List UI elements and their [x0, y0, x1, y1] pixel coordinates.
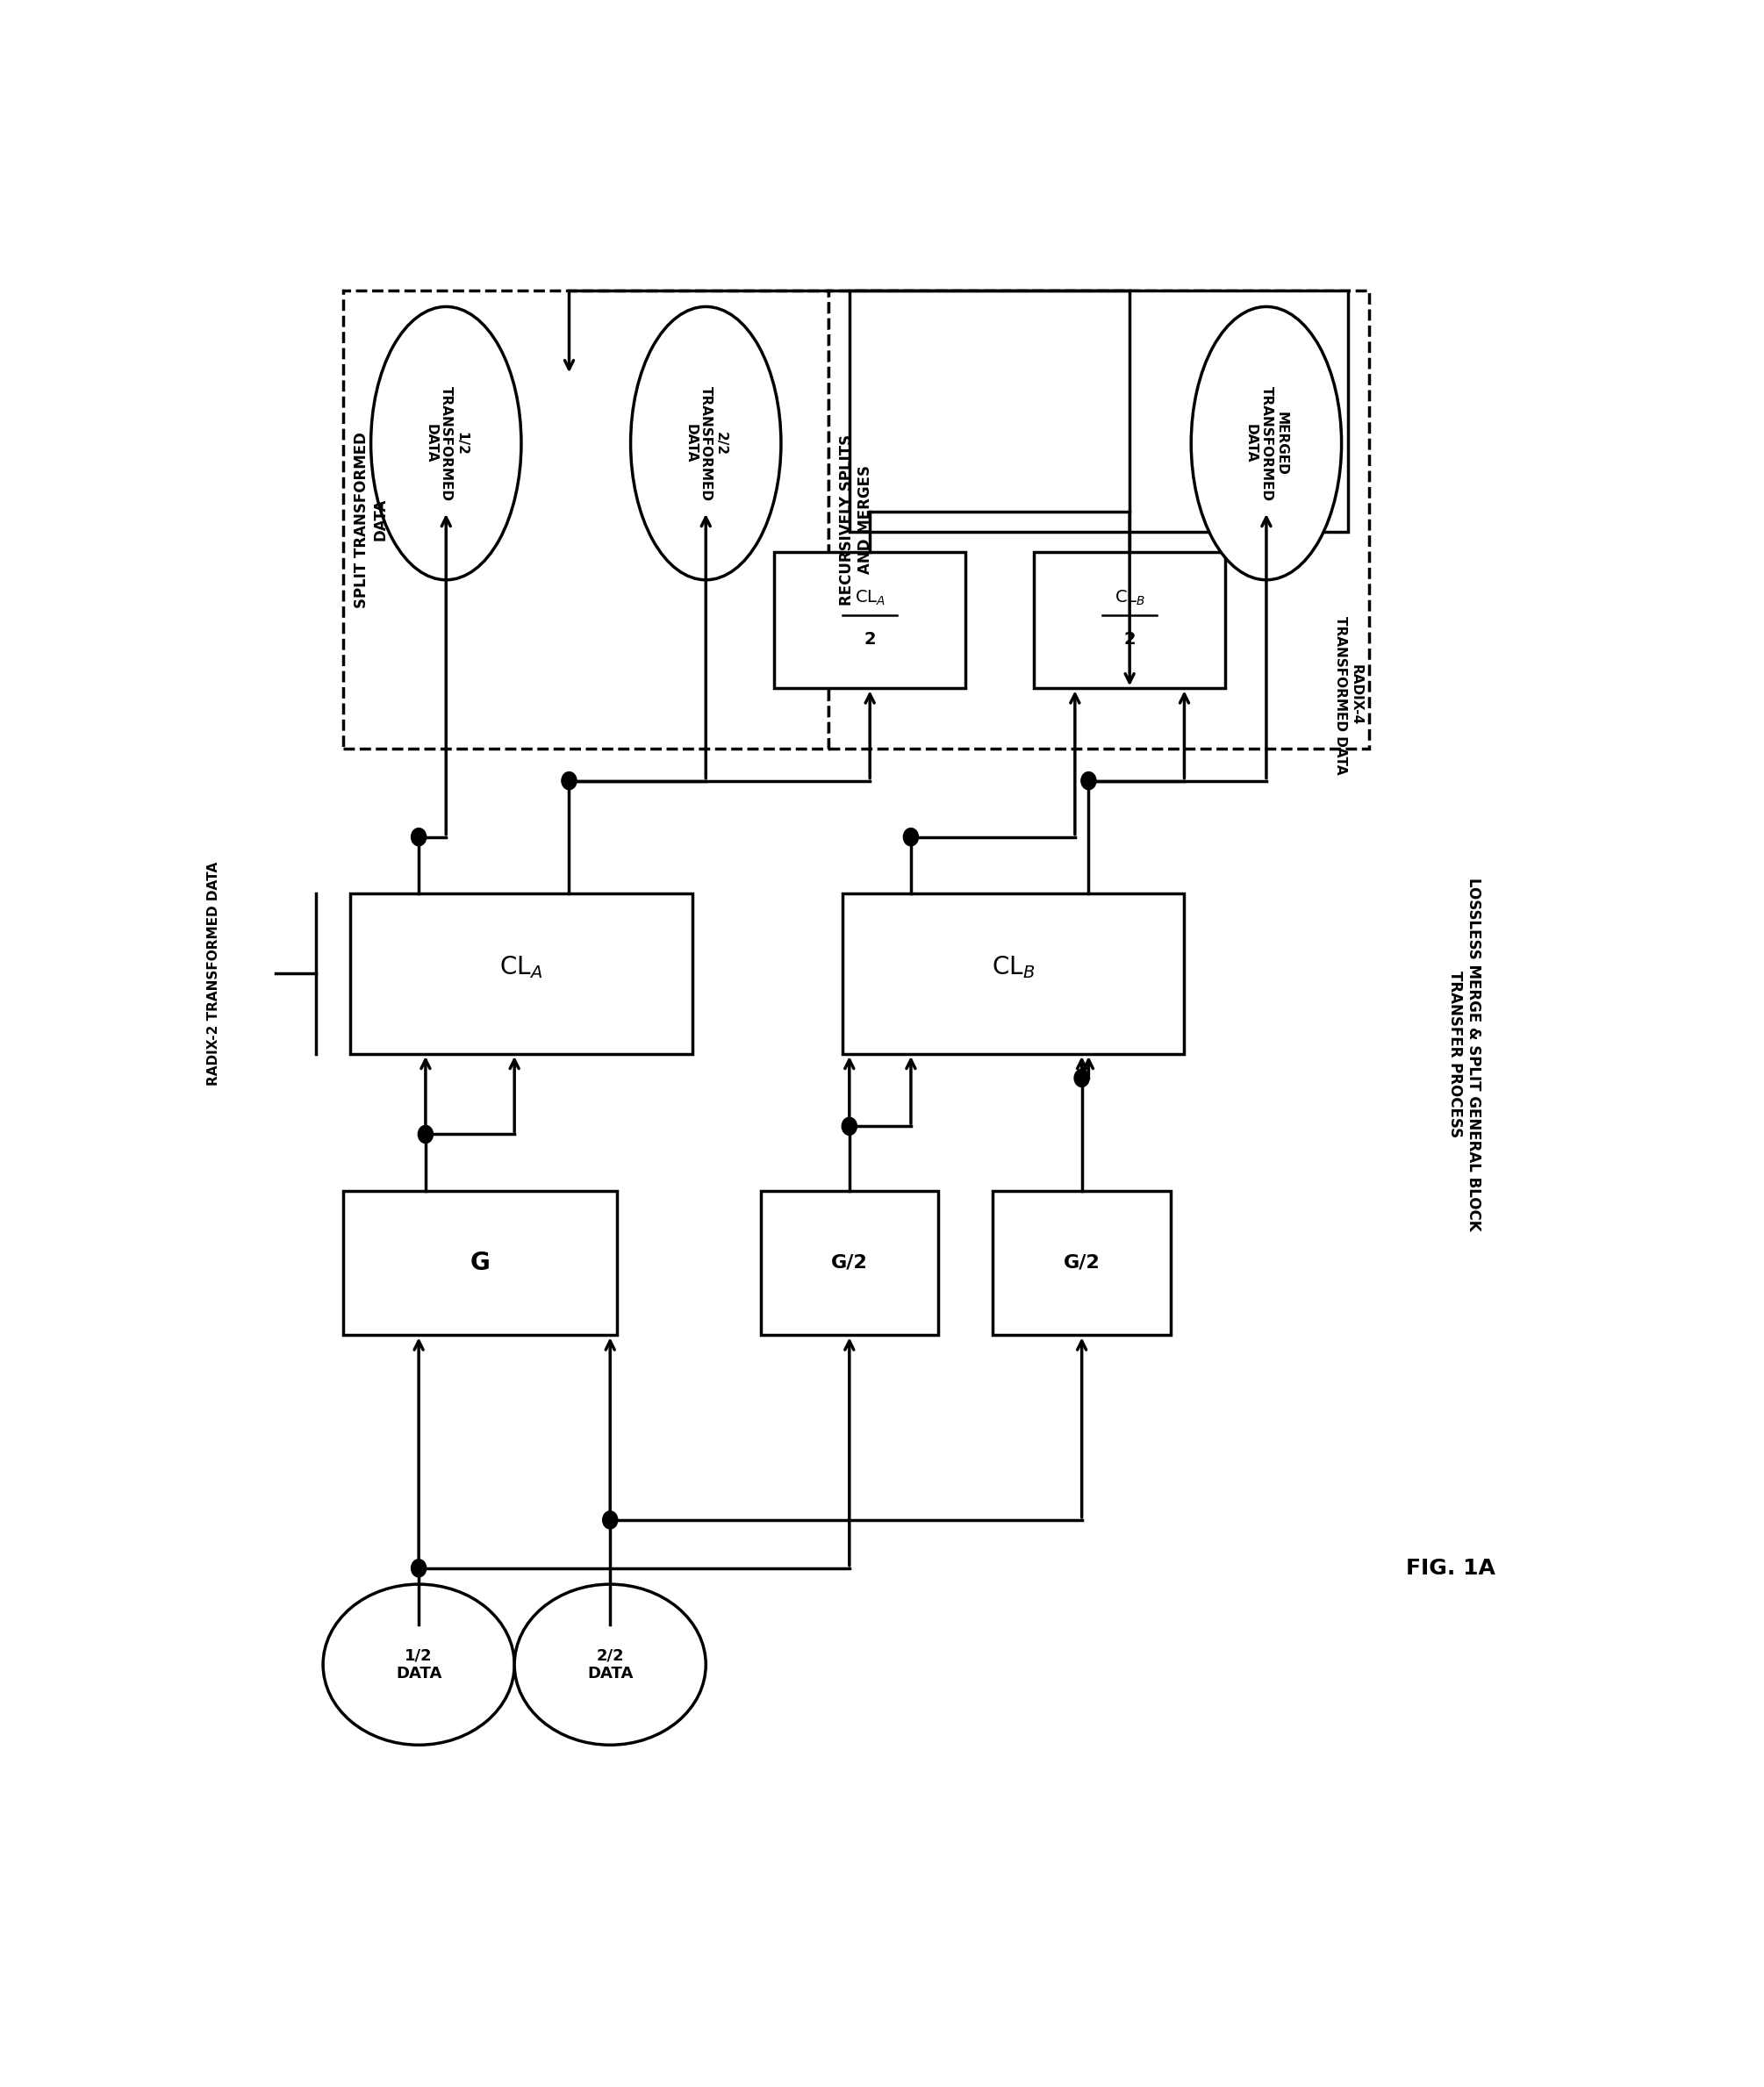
Text: G/2: G/2	[1064, 1254, 1101, 1271]
Ellipse shape	[632, 307, 781, 580]
Circle shape	[411, 829, 427, 845]
Text: 2/2
DATA: 2/2 DATA	[587, 1647, 633, 1682]
Text: 2: 2	[1124, 630, 1136, 647]
Ellipse shape	[323, 1584, 515, 1745]
Bar	[774, 551, 965, 689]
Text: RADIX-4
TRANSFORMED DATA: RADIX-4 TRANSFORMED DATA	[1334, 616, 1362, 774]
Ellipse shape	[1191, 307, 1342, 580]
Ellipse shape	[515, 1584, 706, 1745]
Circle shape	[841, 1117, 857, 1135]
Bar	[993, 1190, 1171, 1336]
Circle shape	[903, 829, 919, 845]
Text: MERGED
TRANSFORMED
DATA: MERGED TRANSFORMED DATA	[1244, 386, 1288, 501]
Text: 2: 2	[864, 630, 877, 647]
Text: 2/2
TRANSFORMED
DATA: 2/2 TRANSFORMED DATA	[684, 386, 729, 501]
Circle shape	[1081, 772, 1095, 789]
Ellipse shape	[370, 307, 522, 580]
Circle shape	[603, 1511, 617, 1530]
Bar	[344, 1190, 617, 1336]
Bar	[850, 290, 1348, 532]
Circle shape	[561, 772, 577, 789]
Text: $\mathrm{CL}_B$: $\mathrm{CL}_B$	[1115, 589, 1145, 607]
Circle shape	[1074, 1069, 1090, 1087]
Text: 1/2
DATA: 1/2 DATA	[395, 1647, 441, 1682]
Bar	[829, 290, 1369, 749]
Bar	[760, 1190, 938, 1336]
Text: RADIX-2 TRANSFORMED DATA: RADIX-2 TRANSFORMED DATA	[206, 862, 220, 1085]
Text: SPLIT TRANSFORMED
DATA: SPLIT TRANSFORMED DATA	[355, 432, 388, 607]
Bar	[1034, 551, 1226, 689]
Text: $\mathrm{CL}_B$: $\mathrm{CL}_B$	[991, 954, 1035, 981]
Text: RECURSIVELY SPLITS
AND MERGES: RECURSIVELY SPLITS AND MERGES	[840, 434, 873, 605]
Circle shape	[411, 1559, 427, 1578]
Bar	[843, 893, 1184, 1054]
Text: G/2: G/2	[831, 1254, 868, 1271]
Text: LOSSLESS MERGE & SPLIT GENERAL BLOCK
TRANSFER PROCESS: LOSSLESS MERGE & SPLIT GENERAL BLOCK TRA…	[1448, 877, 1482, 1231]
Text: G: G	[471, 1250, 490, 1275]
Bar	[351, 893, 691, 1054]
Text: 1/2
TRANSFORMED
DATA: 1/2 TRANSFORMED DATA	[423, 386, 467, 501]
Bar	[344, 290, 829, 749]
Text: FIG. 1A: FIG. 1A	[1406, 1557, 1496, 1578]
Circle shape	[418, 1125, 434, 1144]
Text: $\mathrm{CL}_A$: $\mathrm{CL}_A$	[499, 954, 543, 981]
Text: $\mathrm{CL}_A$: $\mathrm{CL}_A$	[854, 589, 886, 607]
